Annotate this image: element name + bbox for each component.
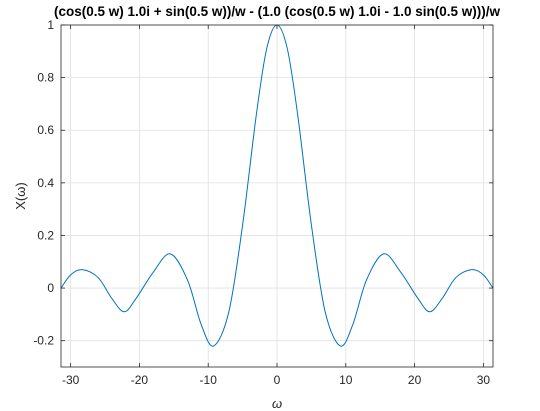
y-tick-label: 0 <box>47 281 54 295</box>
y-tick-label: -0.2 <box>33 334 54 348</box>
x-tick-label: -20 <box>131 373 149 387</box>
y-tick-label: 0.8 <box>37 71 54 85</box>
y-tick-label: 1 <box>47 18 54 32</box>
x-tick-label: 20 <box>408 373 422 387</box>
x-tick-label: -10 <box>200 373 218 387</box>
y-axis-label: X(ω) <box>13 182 28 209</box>
x-axis-label: ω <box>272 396 282 411</box>
x-tick-label: -30 <box>62 373 80 387</box>
x-tick-label: 10 <box>339 373 353 387</box>
x-tick-label: 0 <box>274 373 281 387</box>
x-tick-label: 30 <box>477 373 491 387</box>
y-tick-label: 0.4 <box>37 176 54 190</box>
chart-title: (cos(0.5 w) 1.0i + sin(0.5 w))/w - (1.0 … <box>54 4 501 19</box>
y-tick-label: 0.2 <box>37 228 54 242</box>
axis-ticks: -30 -20 -10 0 10 20 30 -0.2 0 0.2 0.4 0.6 0.8 1 <box>33 18 493 387</box>
y-tick-label: 0.6 <box>37 123 54 137</box>
